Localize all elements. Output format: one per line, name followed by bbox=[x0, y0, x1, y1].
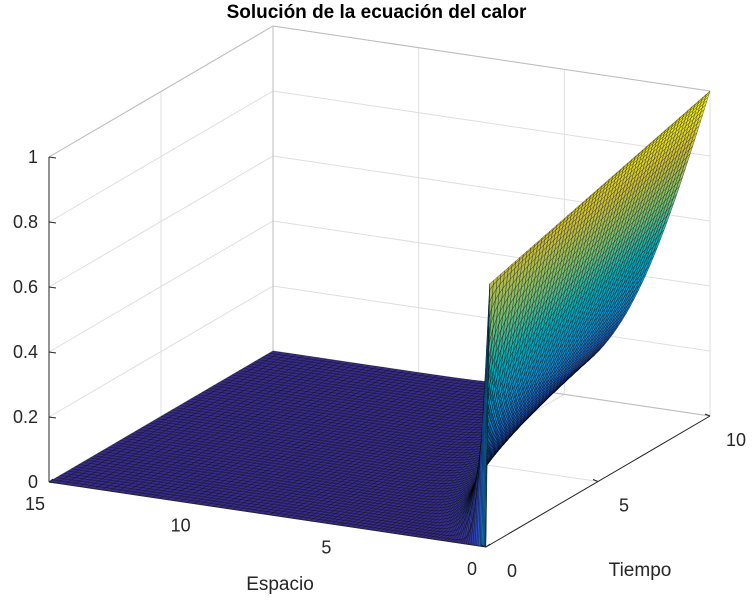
surface-layer bbox=[49, 91, 710, 547]
grid-line-z-back bbox=[273, 91, 710, 156]
chart-title: Solución de la ecuación del calor bbox=[0, 2, 753, 24]
box-edge bbox=[273, 26, 710, 91]
